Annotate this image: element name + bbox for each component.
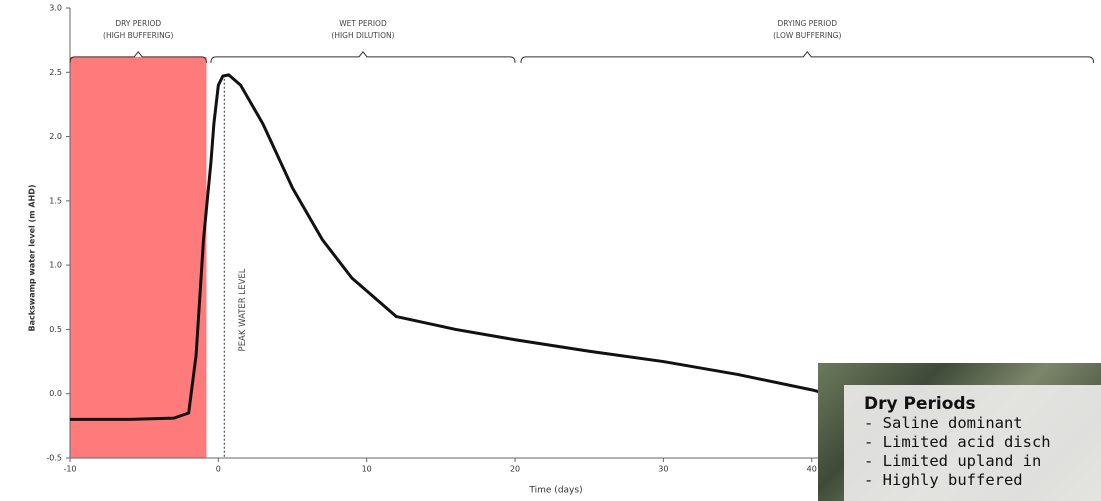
y-tick-label: 1.5 — [49, 196, 62, 205]
panel-item: - Limited acid disch — [864, 433, 1101, 452]
x-axis-label: Time (days) — [528, 486, 582, 496]
dry-period-shade — [70, 57, 206, 458]
y-tick-label: 2.0 — [49, 132, 62, 141]
x-tick-label: 30 — [658, 465, 668, 474]
y-tick-label: 1.0 — [49, 261, 62, 270]
panel-title: Dry Periods — [864, 395, 1101, 414]
period-sublabel: (LOW BUFFERING) — [773, 31, 841, 40]
panel-item: - Limited upland in — [864, 452, 1101, 471]
panel-items: - Saline dominant- Limited acid disch- L… — [864, 414, 1101, 490]
panel-item: - Highly buffered — [864, 471, 1101, 490]
y-axis-label: Backswamp water level (m AHD) — [28, 184, 37, 331]
period-label: WET PERIOD — [339, 19, 387, 28]
y-tick-label: -0.5 — [46, 454, 62, 463]
x-tick-label: -10 — [63, 465, 76, 474]
x-tick-label: 0 — [216, 465, 221, 474]
period-label: DRYING PERIOD — [778, 19, 838, 28]
info-panel: Dry Periods - Saline dominant- Limited a… — [818, 363, 1101, 501]
period-bracket — [211, 52, 515, 63]
y-tick-label: 2.5 — [49, 68, 62, 77]
x-tick-label: 10 — [362, 465, 372, 474]
peak-label: PEAK WATER LEVEL — [238, 268, 248, 351]
info-box: Dry Periods - Saline dominant- Limited a… — [844, 385, 1101, 501]
period-bracket — [521, 52, 1094, 63]
y-tick-label: 0.5 — [49, 325, 62, 334]
y-tick-label: 0.0 — [49, 389, 62, 398]
period-sublabel: (HIGH DILUTION) — [331, 31, 394, 40]
period-sublabel: (HIGH BUFFERING) — [103, 31, 173, 40]
x-tick-label: 20 — [510, 465, 520, 474]
page: Time (days) Backswamp water level (m AHD… — [0, 0, 1101, 501]
y-tick-label: 3.0 — [49, 4, 62, 13]
period-label: DRY PERIOD — [115, 19, 161, 28]
x-tick-label: 40 — [807, 465, 817, 474]
panel-item: - Saline dominant — [864, 414, 1101, 433]
